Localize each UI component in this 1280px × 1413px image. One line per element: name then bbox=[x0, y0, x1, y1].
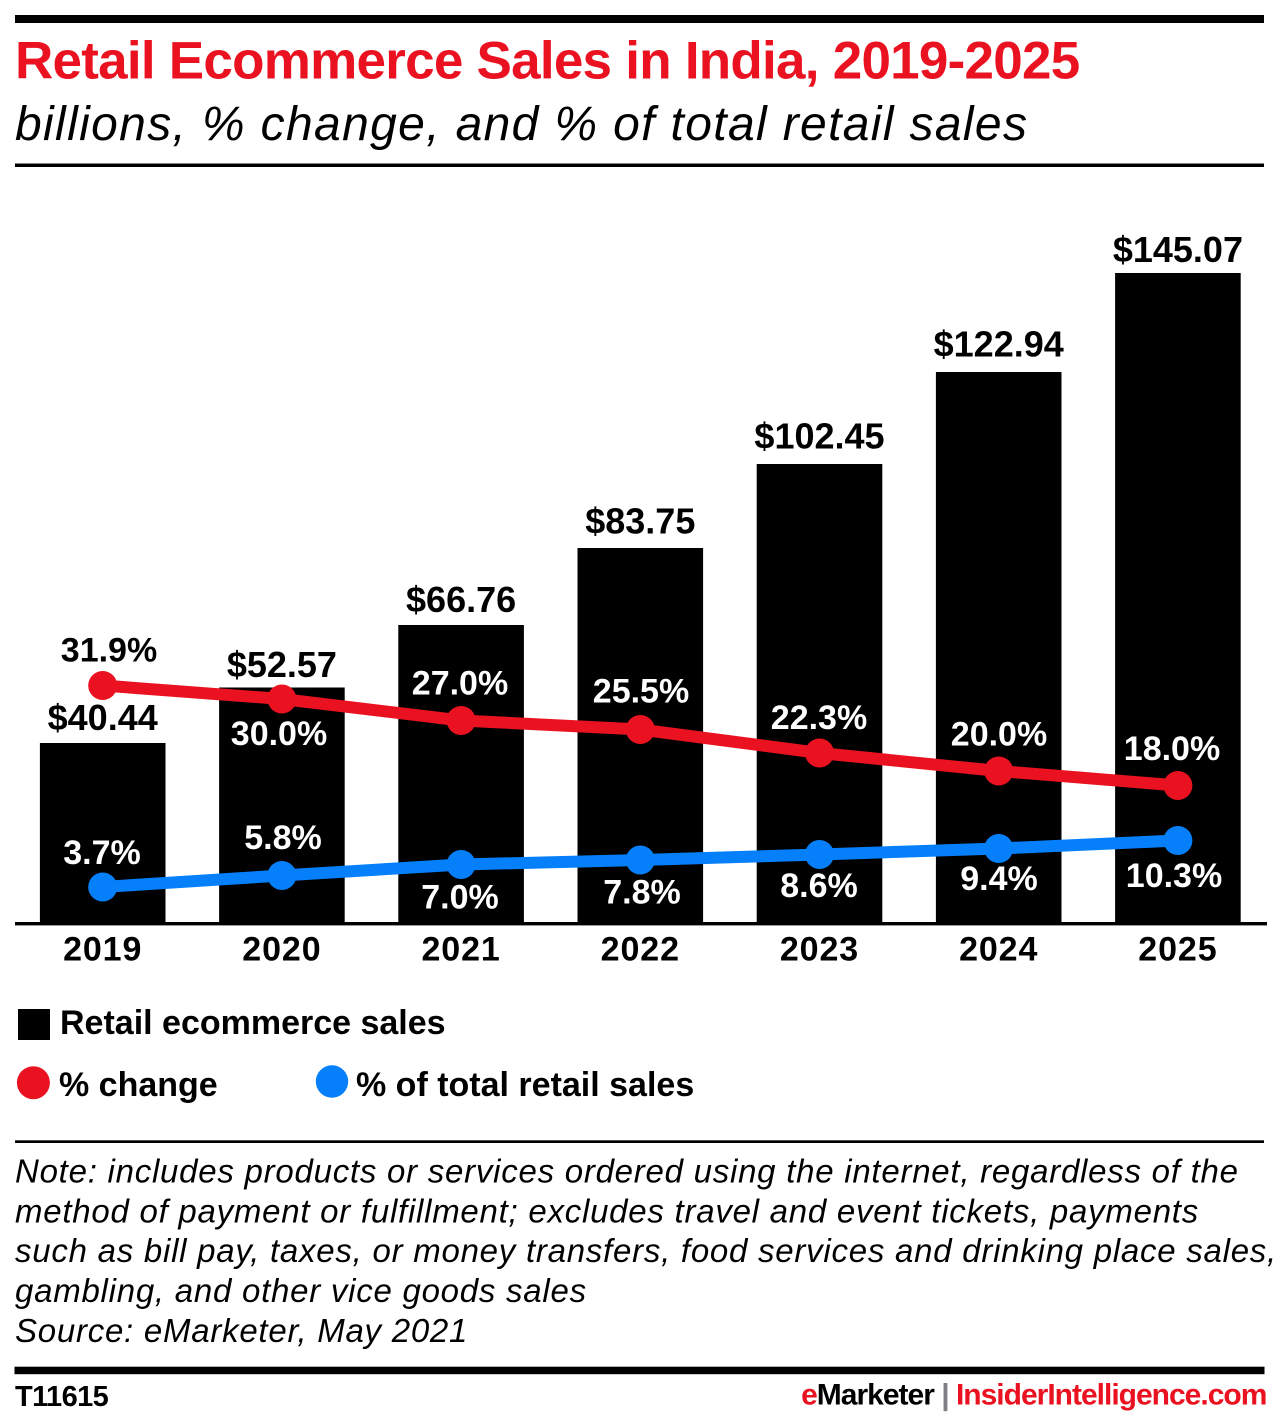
svg-text:$102.45: $102.45 bbox=[754, 416, 884, 457]
svg-text:Source: eMarketer, May 2021: Source: eMarketer, May 2021 bbox=[15, 1312, 468, 1349]
svg-text:2021: 2021 bbox=[421, 931, 500, 969]
svg-text:7.8%: 7.8% bbox=[603, 874, 681, 912]
svg-text:2025: 2025 bbox=[1138, 931, 1217, 969]
svg-text:20.0%: 20.0% bbox=[951, 716, 1047, 754]
svg-text:$145.07: $145.07 bbox=[1113, 229, 1243, 270]
svg-text:9.4%: 9.4% bbox=[960, 860, 1038, 898]
svg-text:$52.57: $52.57 bbox=[227, 644, 337, 685]
svg-text:27.0%: 27.0% bbox=[412, 665, 508, 703]
svg-text:Note: includes products or ser: Note: includes products or services orde… bbox=[15, 1152, 1239, 1189]
svg-text:eMarketer | InsiderIntelligenc: eMarketer | InsiderIntelligence.com bbox=[801, 1378, 1266, 1411]
svg-text:Retail Ecommerce Sales in Indi: Retail Ecommerce Sales in India, 2019-20… bbox=[15, 32, 1079, 91]
svg-text:18.0%: 18.0% bbox=[1124, 730, 1220, 768]
svg-text:25.5%: 25.5% bbox=[593, 673, 689, 711]
svg-text:8.6%: 8.6% bbox=[780, 867, 858, 905]
svg-text:10.3%: 10.3% bbox=[1126, 857, 1222, 895]
svg-text:$122.94: $122.94 bbox=[934, 324, 1064, 365]
svg-text:method of payment or fulfillme: method of payment or fulfillment; exclud… bbox=[15, 1192, 1199, 1229]
svg-text:billions, % change, and % of t: billions, % change, and % of total retai… bbox=[15, 98, 1028, 151]
svg-text:3.7%: 3.7% bbox=[63, 834, 141, 872]
svg-text:30.0%: 30.0% bbox=[231, 715, 327, 753]
svg-text:$66.76: $66.76 bbox=[406, 579, 516, 620]
svg-text:such as bill pay, taxes, or mo: such as bill pay, taxes, or money transf… bbox=[15, 1232, 1277, 1269]
svg-text:2020: 2020 bbox=[242, 931, 321, 969]
svg-text:Retail ecommerce sales: Retail ecommerce sales bbox=[60, 1004, 446, 1042]
svg-text:% of total retail sales: % of total retail sales bbox=[356, 1066, 694, 1104]
svg-text:22.3%: 22.3% bbox=[771, 699, 867, 737]
svg-text:$40.44: $40.44 bbox=[48, 697, 158, 738]
svg-text:31.9%: 31.9% bbox=[61, 632, 157, 670]
svg-text:2023: 2023 bbox=[780, 931, 859, 969]
svg-text:2022: 2022 bbox=[601, 931, 680, 969]
svg-text:gambling, and other vice goods: gambling, and other vice goods sales bbox=[15, 1272, 587, 1309]
svg-text:2019: 2019 bbox=[63, 931, 142, 969]
svg-text:T11615: T11615 bbox=[15, 1381, 109, 1413]
svg-text:5.8%: 5.8% bbox=[244, 819, 322, 857]
svg-text:% change: % change bbox=[59, 1066, 218, 1104]
svg-text:2024: 2024 bbox=[959, 931, 1038, 969]
svg-text:7.0%: 7.0% bbox=[421, 879, 499, 917]
svg-text:$83.75: $83.75 bbox=[585, 501, 695, 542]
